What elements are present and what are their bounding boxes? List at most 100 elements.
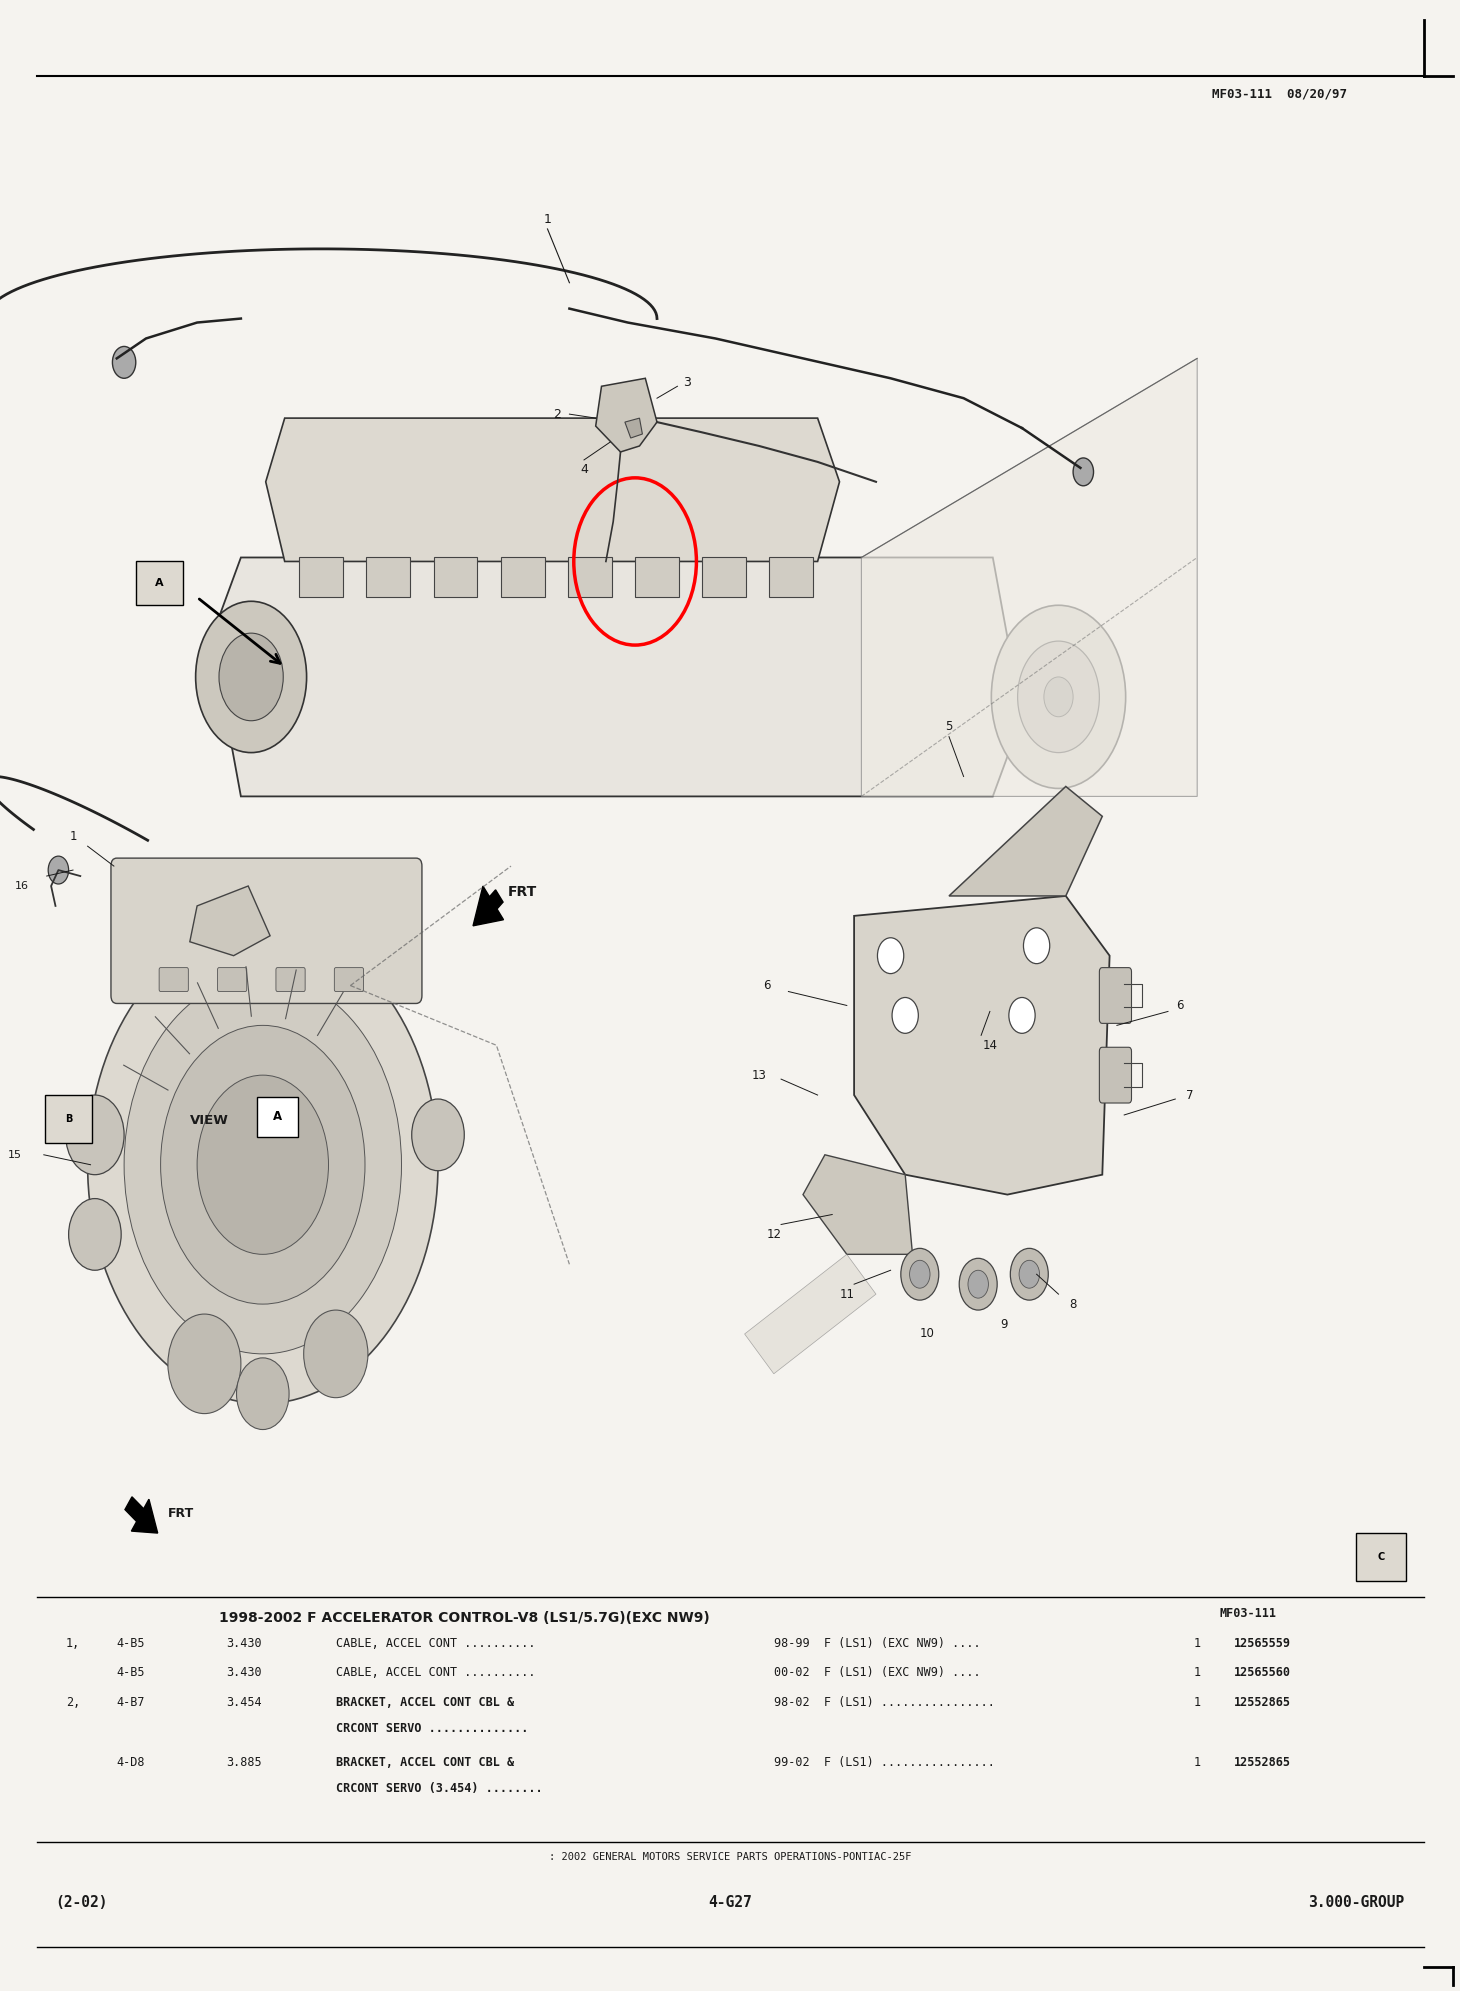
Text: 4-B5: 4-B5 (117, 1637, 146, 1651)
Text: 4: 4 (580, 464, 588, 476)
Circle shape (892, 997, 918, 1033)
FancyBboxPatch shape (334, 968, 364, 992)
Circle shape (959, 1258, 997, 1310)
FancyArrow shape (473, 886, 504, 926)
Text: 10: 10 (920, 1328, 934, 1340)
Text: 1: 1 (1194, 1696, 1200, 1710)
Circle shape (88, 926, 438, 1404)
Text: BRACKET, ACCEL CONT CBL &: BRACKET, ACCEL CONT CBL & (336, 1756, 514, 1770)
Text: 5: 5 (945, 721, 953, 733)
Circle shape (66, 1095, 124, 1175)
Text: 12565559: 12565559 (1234, 1637, 1291, 1651)
Polygon shape (745, 1254, 876, 1374)
Circle shape (69, 1199, 121, 1270)
Polygon shape (625, 418, 642, 438)
Text: CRCONT SERVO (3.454) ........: CRCONT SERVO (3.454) ........ (336, 1782, 543, 1796)
Text: 3: 3 (683, 376, 691, 388)
Text: A: A (273, 1111, 282, 1123)
Circle shape (1018, 641, 1099, 753)
Circle shape (112, 346, 136, 378)
FancyBboxPatch shape (1099, 968, 1132, 1023)
Text: 3.430: 3.430 (226, 1666, 261, 1680)
FancyBboxPatch shape (159, 968, 188, 992)
Circle shape (412, 1099, 464, 1171)
Text: 1: 1 (543, 213, 552, 225)
FancyBboxPatch shape (45, 1095, 92, 1143)
Text: FRT: FRT (168, 1507, 194, 1519)
Text: C: C (1378, 1551, 1384, 1563)
Text: 14: 14 (983, 1039, 997, 1051)
Text: 3.430: 3.430 (226, 1637, 261, 1651)
Text: CRCONT SERVO ..............: CRCONT SERVO .............. (336, 1722, 529, 1736)
Circle shape (910, 1260, 930, 1288)
Text: 8: 8 (1069, 1298, 1077, 1310)
FancyBboxPatch shape (276, 968, 305, 992)
Polygon shape (596, 378, 657, 452)
Text: 2: 2 (553, 408, 561, 420)
Circle shape (196, 601, 307, 753)
Bar (501, 557, 545, 597)
Text: BRACKET, ACCEL CONT CBL &: BRACKET, ACCEL CONT CBL & (336, 1696, 514, 1710)
FancyBboxPatch shape (218, 968, 247, 992)
Text: 1: 1 (1194, 1666, 1200, 1680)
Text: 2,: 2, (66, 1696, 80, 1710)
Circle shape (197, 1075, 328, 1254)
Text: 99-02  F (LS1) ................: 99-02 F (LS1) ................ (774, 1756, 994, 1770)
Polygon shape (190, 886, 270, 956)
Circle shape (168, 1314, 241, 1414)
Text: 4-B5: 4-B5 (117, 1666, 146, 1680)
Circle shape (1019, 1260, 1040, 1288)
Text: 3.000-GROUP: 3.000-GROUP (1308, 1895, 1405, 1911)
Circle shape (1010, 1248, 1048, 1300)
Circle shape (877, 938, 904, 974)
Text: 12552865: 12552865 (1234, 1756, 1291, 1770)
Bar (299, 557, 343, 597)
Text: 1998-2002 F ACCELERATOR CONTROL-V8 (LS1/5.7G)(EXC NW9): 1998-2002 F ACCELERATOR CONTROL-V8 (LS1/… (219, 1611, 710, 1625)
FancyBboxPatch shape (136, 561, 182, 605)
FancyBboxPatch shape (1356, 1533, 1406, 1581)
Circle shape (304, 1310, 368, 1398)
Text: 7: 7 (1186, 1089, 1194, 1101)
Bar (434, 557, 477, 597)
Text: 3.885: 3.885 (226, 1756, 261, 1770)
Text: 1,: 1, (66, 1637, 80, 1651)
Circle shape (901, 1248, 939, 1300)
FancyBboxPatch shape (111, 858, 422, 1003)
Text: VIEW: VIEW (190, 1115, 229, 1127)
Text: 1: 1 (1194, 1637, 1200, 1651)
FancyBboxPatch shape (257, 1097, 298, 1137)
Text: FRT: FRT (508, 884, 537, 900)
Circle shape (124, 976, 402, 1354)
Circle shape (968, 1270, 988, 1298)
Text: 16: 16 (15, 880, 29, 892)
Bar (366, 557, 410, 597)
Polygon shape (803, 1155, 912, 1254)
Text: 12552865: 12552865 (1234, 1696, 1291, 1710)
FancyArrow shape (126, 1497, 158, 1533)
Text: B: B (64, 1113, 73, 1125)
Text: 3.454: 3.454 (226, 1696, 261, 1710)
Polygon shape (212, 557, 1022, 796)
Text: A: A (155, 577, 164, 589)
Circle shape (1044, 677, 1073, 717)
Text: 4-G27: 4-G27 (708, 1895, 752, 1911)
Bar (702, 557, 746, 597)
Text: MF03-111  08/20/97: MF03-111 08/20/97 (1212, 88, 1346, 102)
Text: CABLE, ACCEL CONT ..........: CABLE, ACCEL CONT .......... (336, 1666, 536, 1680)
Circle shape (237, 1358, 289, 1430)
Bar (635, 557, 679, 597)
FancyBboxPatch shape (1099, 1047, 1132, 1103)
Text: CABLE, ACCEL CONT ..........: CABLE, ACCEL CONT .......... (336, 1637, 536, 1651)
Text: 13: 13 (752, 1069, 766, 1081)
Text: 00-02  F (LS1) (EXC NW9) ....: 00-02 F (LS1) (EXC NW9) .... (774, 1666, 981, 1680)
Text: 12565560: 12565560 (1234, 1666, 1291, 1680)
Circle shape (219, 633, 283, 721)
Text: 4-D8: 4-D8 (117, 1756, 146, 1770)
Circle shape (161, 1025, 365, 1304)
Bar (568, 557, 612, 597)
Polygon shape (949, 786, 1102, 896)
Text: : 2002 GENERAL MOTORS SERVICE PARTS OPERATIONS-PONTIAC-25F: : 2002 GENERAL MOTORS SERVICE PARTS OPER… (549, 1852, 911, 1862)
Circle shape (1073, 458, 1094, 486)
Text: MF03-111: MF03-111 (1219, 1607, 1276, 1621)
Text: 11: 11 (839, 1288, 854, 1300)
